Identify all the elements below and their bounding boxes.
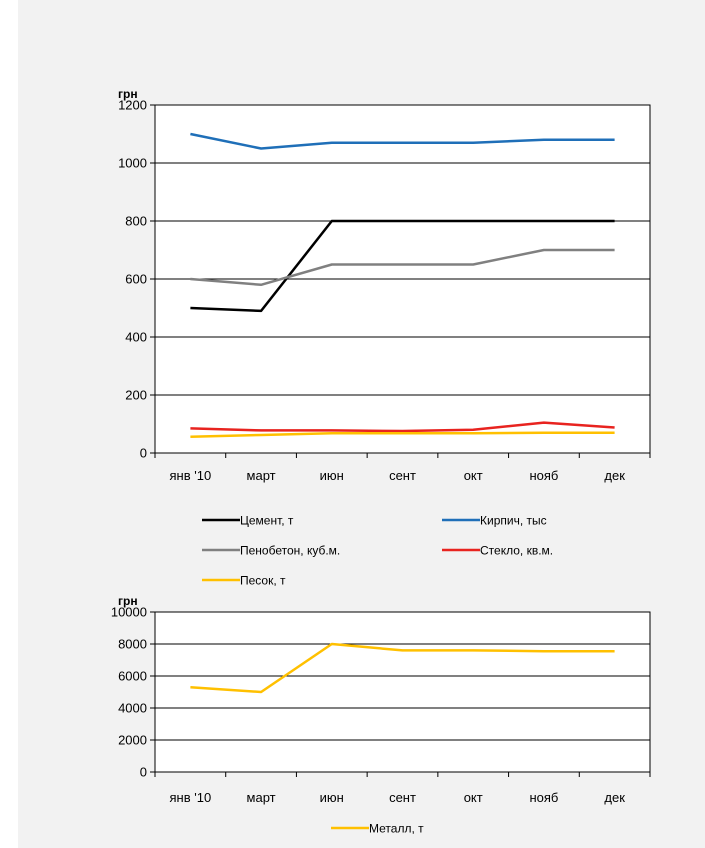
legend-label: Кирпич, тыс bbox=[480, 514, 547, 528]
x-tick-label: дек bbox=[604, 468, 625, 483]
y-tick-label: 1000 bbox=[118, 156, 147, 171]
x-tick-label: янв '10 bbox=[170, 468, 212, 483]
y-tick-label: 800 bbox=[125, 214, 147, 229]
series-line-1 bbox=[190, 219, 615, 313]
x-tick-label: март bbox=[247, 468, 276, 483]
legend-label: Металл, т bbox=[369, 822, 424, 836]
y-tick-label: 8000 bbox=[118, 637, 147, 652]
series-line-2 bbox=[190, 132, 615, 150]
legend-label: Пенобетон, куб.м. bbox=[240, 544, 340, 558]
legend-label: Песок, т bbox=[240, 574, 286, 588]
y-axis-unit-label: грн bbox=[118, 87, 138, 101]
series-line-1 bbox=[190, 642, 615, 694]
y-tick-label: 6000 bbox=[118, 669, 147, 684]
x-tick-label: июн bbox=[320, 468, 344, 483]
x-tick-label: окт bbox=[464, 468, 483, 483]
plot-area bbox=[155, 612, 650, 772]
chart-2: 0 2000 4000 6000 8000 10000 янв '10 март июн сент… bbox=[111, 594, 651, 836]
y-tick-label: 0 bbox=[140, 765, 147, 780]
legend-label: Цемент, т bbox=[240, 514, 294, 528]
y-tick-label: 200 bbox=[125, 388, 147, 403]
y-tick-label: 10000 bbox=[111, 605, 147, 620]
x-tick-label: нояб bbox=[529, 790, 558, 805]
x-tick-label: окт bbox=[464, 790, 483, 805]
series-line-4 bbox=[190, 421, 615, 433]
x-tick-label: янв '10 bbox=[170, 790, 212, 805]
y-tick-label: 4000 bbox=[118, 701, 147, 716]
chart-1: 0 200 400 600 800 1000 1200 янв '10 март июн сент о… bbox=[118, 87, 651, 588]
plot-frame bbox=[154, 104, 651, 454]
x-tick-label: сент bbox=[389, 790, 416, 805]
x-tick-label: нояб bbox=[529, 468, 558, 483]
y-axis-unit-label: грн bbox=[118, 594, 138, 608]
x-tick-label: июн bbox=[320, 790, 344, 805]
y-tick-label: 1200 bbox=[118, 98, 147, 113]
plot-frame bbox=[154, 611, 651, 773]
x-tick-label: сент bbox=[389, 468, 416, 483]
y-tick-label: 2000 bbox=[118, 733, 147, 748]
y-tick-label: 400 bbox=[125, 330, 147, 345]
x-tick-label: дек bbox=[604, 790, 625, 805]
x-tick-label: март bbox=[247, 790, 276, 805]
y-tick-label: 0 bbox=[140, 446, 147, 461]
legend-label: Стекло, кв.м. bbox=[480, 544, 553, 558]
series-line-3 bbox=[190, 248, 615, 287]
series-line-5 bbox=[190, 431, 615, 439]
y-tick-label: 600 bbox=[125, 272, 147, 287]
